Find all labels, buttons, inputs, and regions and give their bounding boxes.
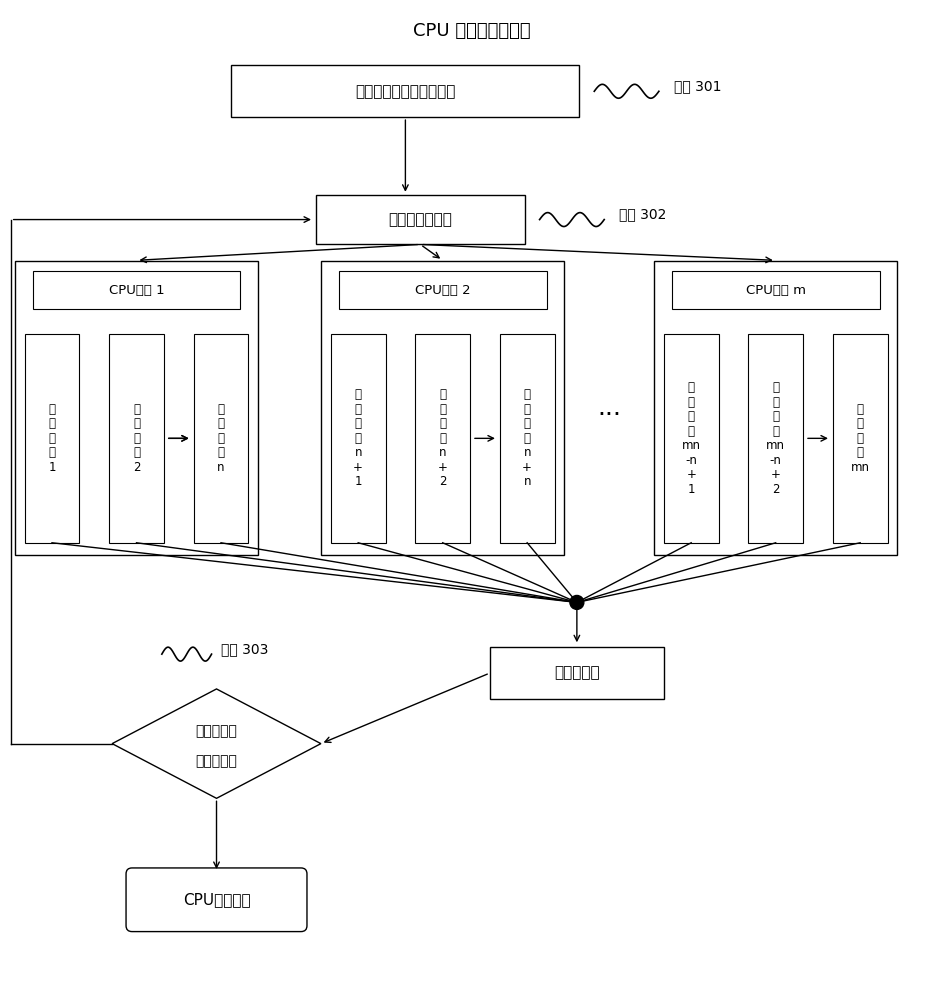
- Bar: [490, 647, 664, 699]
- Bar: [653, 261, 898, 555]
- Bar: [339, 271, 547, 309]
- Bar: [316, 195, 524, 244]
- Text: 步骤 302: 步骤 302: [620, 208, 667, 222]
- Text: CPU 端并行切片计算: CPU 端并行切片计算: [413, 22, 530, 40]
- Text: ...: ...: [597, 396, 621, 420]
- Text: 生
成
切
片
mn
-n
+
2: 生 成 切 片 mn -n + 2: [767, 381, 786, 496]
- Text: 生
成
切
片
n
+
n: 生 成 切 片 n + n: [522, 388, 532, 488]
- Text: 生
成
切
片
mn
-n
+
1: 生 成 切 片 mn -n + 1: [682, 381, 701, 496]
- Text: 生成切片对应地图的范围: 生成切片对应地图的范围: [356, 84, 455, 99]
- Text: 生
成
切
片
1: 生 成 切 片 1: [48, 403, 56, 474]
- Text: 生
成
切
片
mn: 生 成 切 片 mn: [851, 403, 869, 474]
- Text: 处理一个级别的: 处理一个级别的: [389, 212, 453, 227]
- FancyBboxPatch shape: [126, 868, 307, 932]
- Polygon shape: [112, 689, 321, 798]
- Text: 生
成
切
片
n
+
1: 生 成 切 片 n + 1: [354, 388, 363, 488]
- Bar: [664, 334, 719, 543]
- Bar: [749, 334, 803, 543]
- Text: 步骤 303: 步骤 303: [222, 642, 269, 656]
- Text: 生
成
切
片
n: 生 成 切 片 n: [217, 403, 224, 474]
- Bar: [193, 334, 248, 543]
- Text: 生
成
切
片
n
+
2: 生 成 切 片 n + 2: [438, 388, 448, 488]
- Bar: [321, 261, 565, 555]
- Text: 别处理完毕: 别处理完毕: [195, 755, 238, 769]
- Text: CPU核心 m: CPU核心 m: [746, 284, 805, 297]
- Bar: [833, 334, 887, 543]
- Bar: [109, 334, 164, 543]
- Bar: [671, 271, 880, 309]
- Bar: [415, 334, 470, 543]
- Bar: [500, 334, 554, 543]
- Text: 生
成
切
片
2: 生 成 切 片 2: [133, 403, 141, 474]
- Bar: [15, 261, 258, 555]
- Text: CPU核心 2: CPU核心 2: [415, 284, 471, 297]
- Circle shape: [570, 595, 584, 609]
- Bar: [331, 334, 386, 543]
- Text: 步骤 301: 步骤 301: [674, 79, 721, 93]
- Bar: [231, 65, 579, 117]
- Text: CPU核心 1: CPU核心 1: [108, 284, 164, 297]
- Text: 是否所有级: 是否所有级: [195, 724, 238, 738]
- Bar: [25, 334, 79, 543]
- Text: 保存为图片: 保存为图片: [554, 666, 600, 681]
- Bar: [33, 271, 240, 309]
- Text: CPU切片完成: CPU切片完成: [183, 892, 250, 907]
